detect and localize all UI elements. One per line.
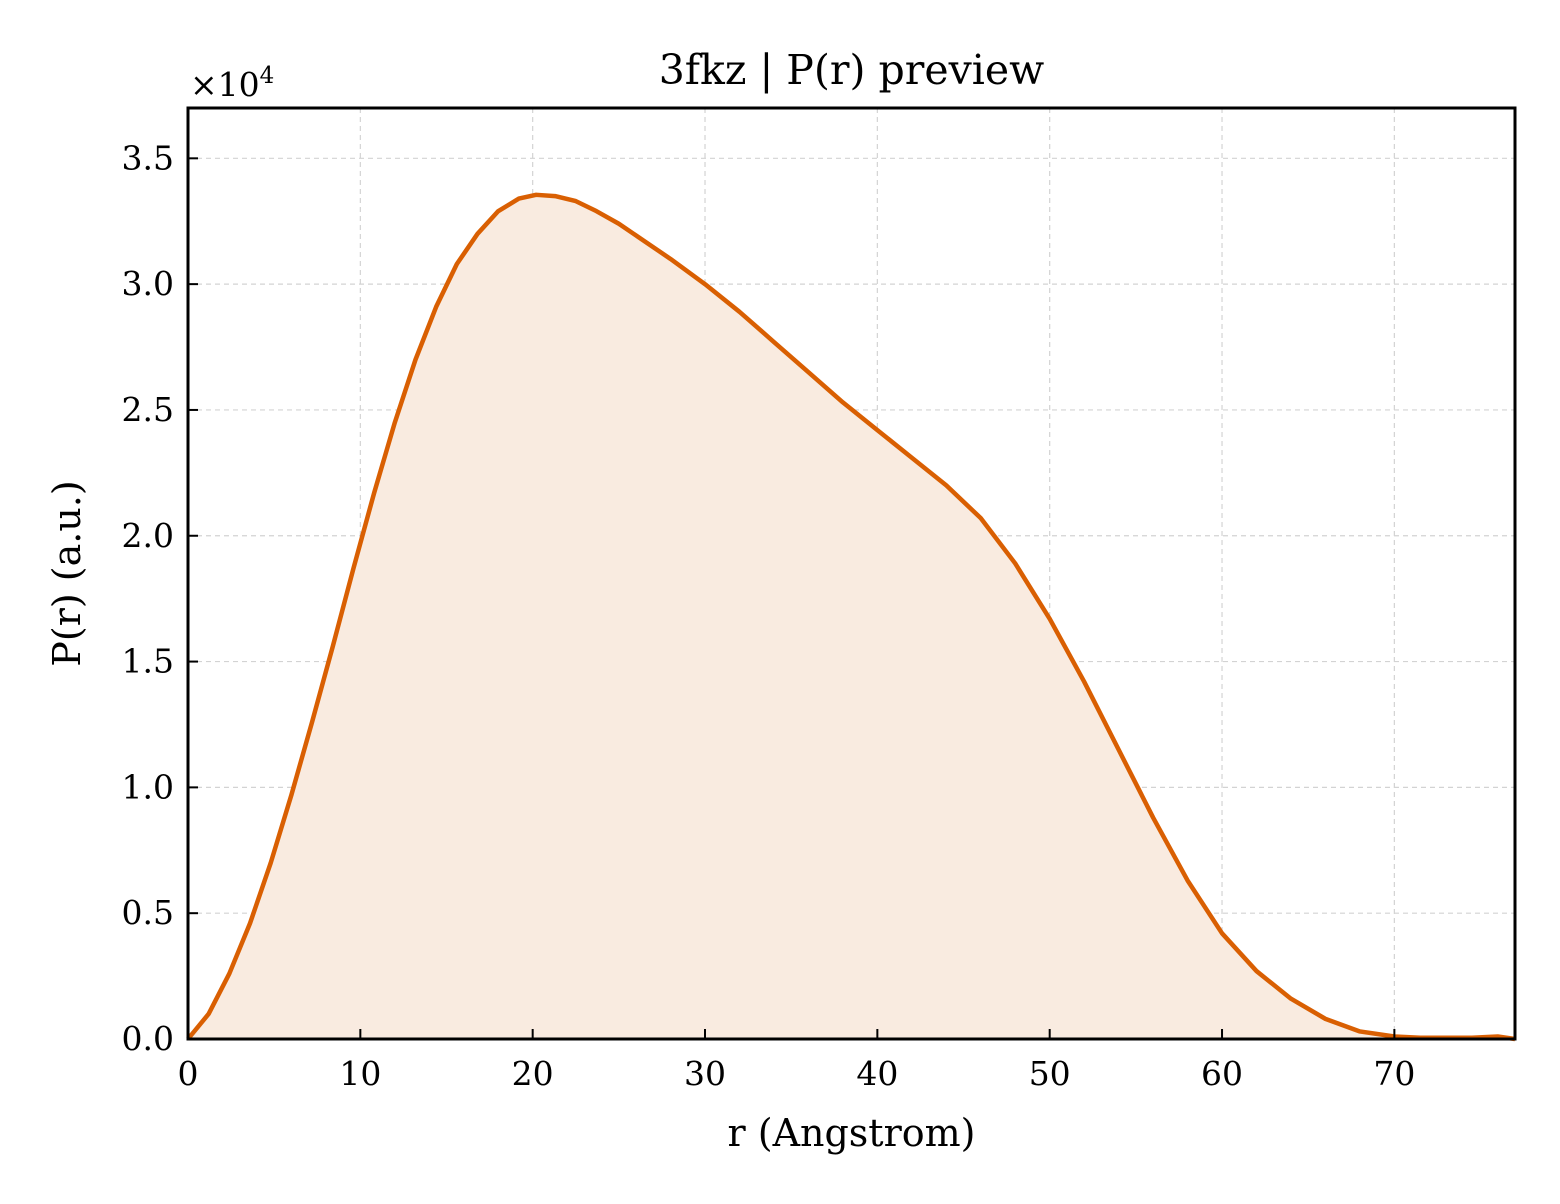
chart-title: 3fkz | P(r) preview (659, 46, 1045, 94)
y-axis-multiplier-base: ×10 (190, 65, 260, 104)
y-axis-multiplier: ×104 (190, 63, 274, 104)
x-tick-label: 10 (339, 1054, 381, 1093)
y-tick-label: 1.5 (122, 642, 174, 681)
y-tick-label: 0.0 (122, 1019, 174, 1058)
y-tick-label: 2.5 (122, 390, 174, 429)
x-tick-label: 30 (684, 1054, 726, 1093)
area-fill (188, 194, 1515, 1039)
x-tick-label: 20 (512, 1054, 554, 1093)
tick-labels: 0 10 20 30 40 50 60 70 0.0 0.5 1.0 1.5 2.0 2.5 3.0 3.5 (122, 138, 1416, 1093)
x-tick-label: 60 (1201, 1054, 1243, 1093)
y-tick-label: 1.0 (122, 767, 174, 806)
y-tick-label: 2.0 (122, 516, 174, 555)
y-tick-label: 3.0 (122, 264, 174, 303)
x-tick-label: 40 (856, 1054, 898, 1093)
y-tick-label: 3.5 (122, 138, 174, 177)
series-line (186, 192, 1516, 1042)
x-tick-label: 0 (178, 1054, 199, 1093)
y-axis-multiplier-exponent: 4 (260, 63, 275, 89)
y-axis-label: P(r) (a.u.) (45, 480, 89, 666)
x-tick-label: 50 (1029, 1054, 1071, 1093)
plot-frame (186, 106, 1517, 1041)
x-axis-label: r (Angstrom) (728, 1111, 976, 1155)
y-tick-label: 0.5 (122, 893, 174, 932)
x-tick-label: 70 (1373, 1054, 1415, 1093)
